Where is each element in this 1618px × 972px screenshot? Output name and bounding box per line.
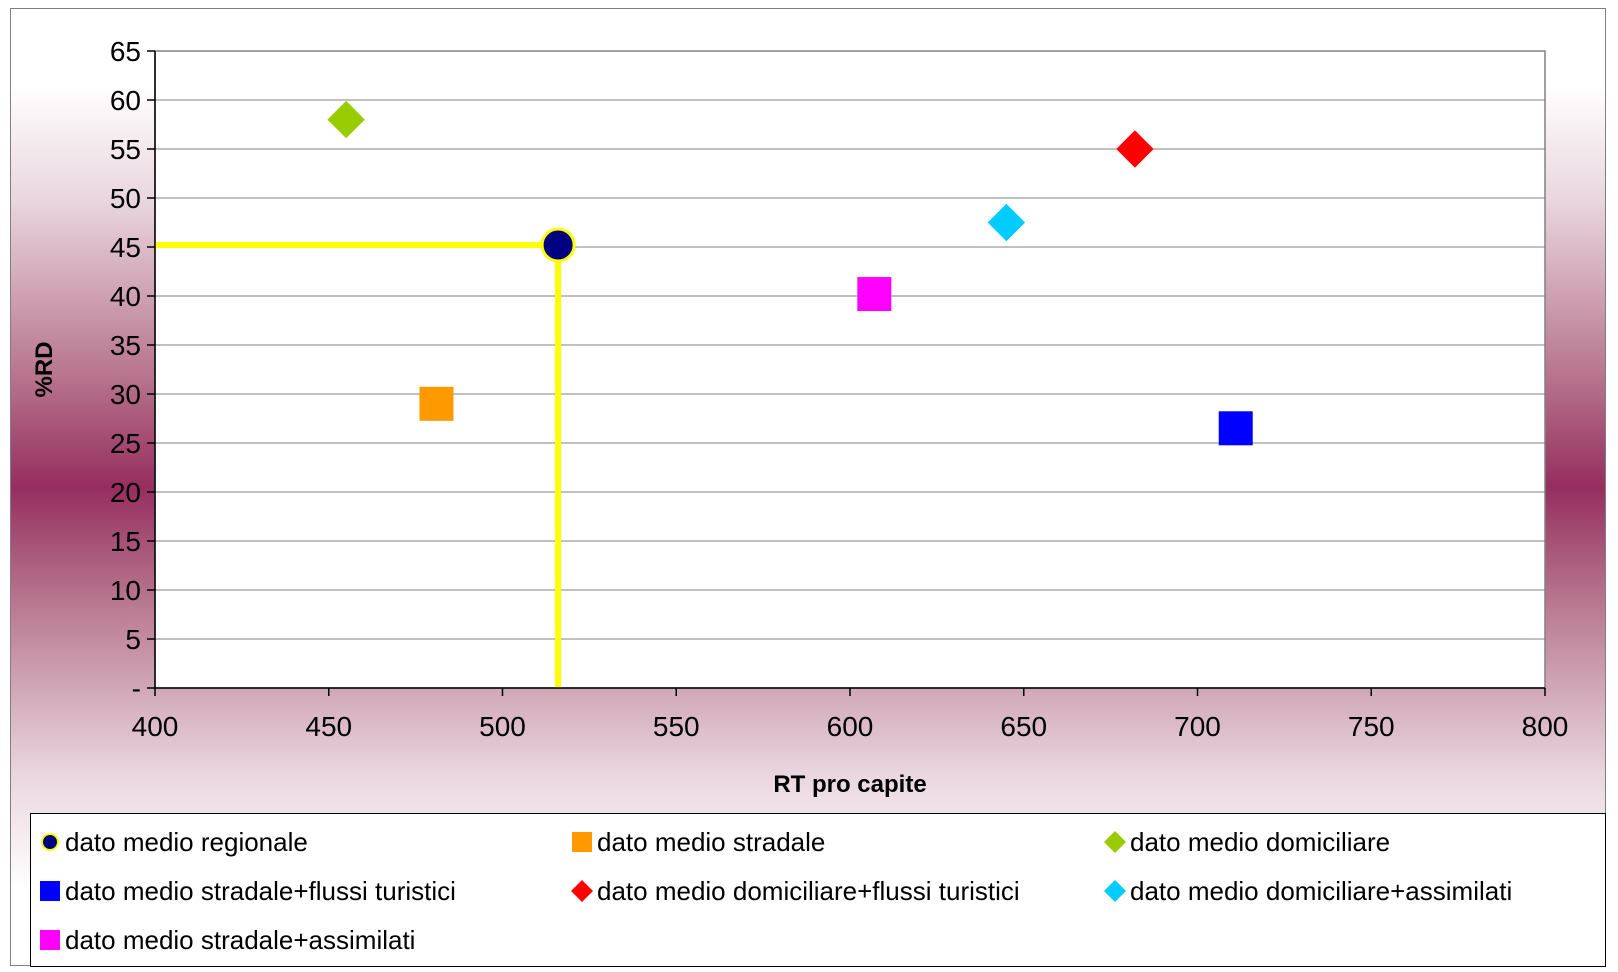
data-point [1218,411,1253,446]
legend-item: dato medio regionale [39,826,308,858]
x-tick-label: 600 [827,711,874,742]
legend-item: dato medio domiciliare+flussi turistici [571,875,1020,907]
legend-item: dato medio stradale+assimilati [39,924,415,956]
y-axis-title: %RD [31,341,58,397]
x-tick-label: 550 [653,711,700,742]
legend-label: dato medio stradale [597,826,826,857]
x-tick-label: 750 [1348,711,1395,742]
grid-lines [155,99,1545,640]
x-tick-label: 700 [1174,711,1221,742]
data-point [540,227,576,263]
legend-item: dato medio domiciliare+assimilati [1104,875,1512,907]
chart-legend: dato medio regionale dato medio stradale d… [30,813,1606,967]
legend-label: dato medio domiciliare+assimilati [1130,875,1513,906]
y-tick-label: 55 [110,134,141,165]
legend-label: dato medio stradale+assimilati [65,924,416,955]
y-tick-label: 40 [110,281,141,312]
legend-marker [1104,880,1126,902]
legend-marker [1104,831,1126,853]
data-point [1116,130,1154,168]
x-tick-label: 650 [1000,711,1047,742]
reference-lines [155,242,562,688]
legend-label: dato medio domiciliare [1130,826,1391,857]
y-tick-label: 20 [110,477,141,508]
data-point [1104,831,1126,853]
data-point [41,833,59,851]
y-tick-label: 65 [110,36,141,67]
y-tick-label: 45 [110,232,141,263]
data-point [40,881,60,901]
legend-marker [40,881,60,901]
legend-label: dato medio stradale+flussi turistici [65,875,456,906]
y-tick-label: 60 [110,85,141,116]
data-point [987,203,1026,242]
y-tick-label: 15 [110,526,141,557]
data-point [572,832,592,852]
y-tick-label: 50 [110,183,141,214]
legend-item: dato medio stradale [571,826,825,858]
x-tick-label: 450 [305,711,352,742]
y-tick-label: - [132,673,141,704]
data-point [571,880,593,902]
legend-marker [41,833,59,851]
x-tick-label: 500 [479,711,526,742]
axes [147,50,1546,696]
data-point [40,930,60,950]
x-axis-title: RT pro capite [773,771,926,798]
data-point [419,386,454,421]
legend-marker [572,832,592,852]
y-tick-label: 5 [125,624,141,655]
legend-label: dato medio domiciliare+flussi turistici [597,875,1020,906]
legend-item: dato medio stradale+flussi turistici [39,875,456,907]
data-point [857,277,892,312]
y-tick-label: 35 [110,330,141,361]
data-points [327,100,1253,446]
data-point [1104,880,1126,902]
y-tick-label: 10 [110,575,141,606]
x-tick-label: 800 [1522,711,1569,742]
data-point [327,100,365,139]
tick-labels: - 5 10 15 20 25 30 35 40 45 50 55 60 65 400 450 500 550 60… [110,36,1569,742]
legend-marker [571,880,593,902]
plot-area [154,50,1546,689]
legend-item: dato medio domiciliare [1104,826,1390,858]
legend-label: dato medio regionale [65,826,308,857]
legend-marker [40,930,60,950]
x-tick-label: 400 [132,711,179,742]
y-tick-label: 25 [110,428,141,459]
y-tick-label: 30 [110,379,141,410]
